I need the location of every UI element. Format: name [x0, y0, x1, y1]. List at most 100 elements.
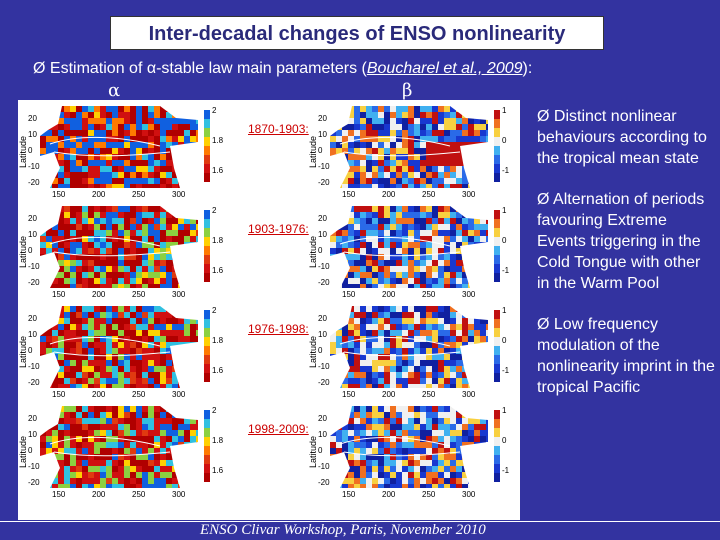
- x-tick-label: 300: [172, 390, 186, 399]
- latitude-axis-label: Latitude: [308, 135, 318, 168]
- alpha-column-header: α: [108, 80, 121, 101]
- subtitle-middle: -stable law main parameters (: [156, 60, 367, 77]
- citation: Boucharel et al., 2009: [366, 60, 523, 77]
- alpha-color-scale: [204, 310, 210, 382]
- y-tick-label: 0: [318, 246, 323, 255]
- bullet-marker: Ø: [537, 191, 550, 208]
- x-tick-label: 300: [462, 490, 476, 499]
- y-tick-label: -10: [28, 262, 40, 271]
- alpha-map-4: [40, 406, 198, 488]
- y-tick-label: 0: [28, 246, 33, 255]
- y-tick-label: 0: [318, 146, 323, 155]
- latitude-axis-label: Latitude: [18, 135, 28, 168]
- y-tick-label: -20: [318, 378, 330, 387]
- bullet-item: Ø Alternation of periods favouring Extre…: [537, 189, 715, 294]
- bullet-text: Low frequency modulation of the nonlinea…: [537, 316, 715, 396]
- x-tick-label: 250: [422, 290, 436, 299]
- alpha-map-1: [40, 106, 198, 188]
- slide-title: Inter-decadal changes of ENSO nonlineari…: [110, 16, 604, 50]
- scale-tick-label: 2: [212, 206, 217, 215]
- beta-color-scale: [494, 410, 500, 482]
- latitude-axis-label: Latitude: [18, 235, 28, 268]
- y-tick-label: 10: [318, 330, 327, 339]
- beta-column-header: β: [402, 80, 413, 101]
- bullet-item: Ø Distinct nonlinear behaviours accordin…: [537, 106, 715, 169]
- scale-tick-label: 0: [502, 236, 507, 245]
- scale-tick-label: 1.6: [212, 266, 224, 275]
- y-tick-label: -10: [28, 362, 40, 371]
- y-tick-label: 20: [318, 114, 327, 123]
- scale-tick-label: 0: [502, 336, 507, 345]
- y-tick-label: 10: [318, 230, 327, 239]
- period-label: 1903-1976:: [248, 222, 309, 236]
- y-tick-label: -10: [28, 162, 40, 171]
- scale-tick-label: 1: [502, 406, 507, 415]
- x-tick-label: 150: [342, 490, 356, 499]
- y-tick-label: 0: [28, 346, 33, 355]
- y-tick-label: -20: [318, 478, 330, 487]
- bullet-text: Distinct nonlinear behaviours according …: [537, 108, 707, 167]
- scale-tick-label: -1: [502, 466, 510, 475]
- scale-tick-label: 1.8: [212, 436, 224, 445]
- x-tick-label: 250: [422, 190, 436, 199]
- y-tick-label: 0: [318, 446, 323, 455]
- alpha-color-scale: [204, 410, 210, 482]
- y-tick-label: 20: [318, 414, 327, 423]
- y-tick-label: 10: [28, 230, 37, 239]
- scale-tick-label: 1.8: [212, 336, 224, 345]
- x-tick-label: 300: [462, 390, 476, 399]
- x-tick-label: 150: [52, 190, 66, 199]
- x-tick-label: 300: [172, 190, 186, 199]
- scale-tick-label: 1.8: [212, 236, 224, 245]
- y-tick-label: -20: [28, 278, 40, 287]
- subtitle-suffix: ):: [522, 60, 533, 77]
- scale-tick-label: 1.6: [212, 166, 224, 175]
- subtitle-prefix: Estimation of: [49, 60, 147, 77]
- y-tick-label: 0: [28, 146, 33, 155]
- y-tick-label: 20: [318, 314, 327, 323]
- y-tick-label: 10: [28, 330, 37, 339]
- x-tick-label: 300: [462, 190, 476, 199]
- x-tick-label: 200: [382, 190, 396, 199]
- x-tick-label: 200: [92, 490, 106, 499]
- x-tick-label: 200: [382, 490, 396, 499]
- x-tick-label: 200: [382, 390, 396, 399]
- x-tick-label: 300: [462, 290, 476, 299]
- x-tick-label: 150: [342, 390, 356, 399]
- x-tick-label: 300: [172, 290, 186, 299]
- y-tick-label: 10: [318, 130, 327, 139]
- y-tick-label: 10: [318, 430, 327, 439]
- bullet-list: Ø Distinct nonlinear behaviours accordin…: [537, 106, 715, 418]
- x-tick-label: 300: [172, 490, 186, 499]
- y-tick-label: -10: [318, 362, 330, 371]
- y-tick-label: 0: [28, 446, 33, 455]
- latitude-axis-label: Latitude: [308, 335, 318, 368]
- period-label: 1998-2009:: [248, 422, 309, 436]
- x-tick-label: 250: [132, 190, 146, 199]
- period-label: 1870-1903:: [248, 122, 309, 136]
- maps-panel: 1870-1903: 2 1.8 1.6 Latitude 20 10 0 -10 -20 150 2…: [18, 100, 520, 520]
- latitude-axis-label: Latitude: [308, 235, 318, 268]
- latitude-axis-label: Latitude: [308, 435, 318, 468]
- bullet-marker: Ø: [537, 108, 550, 125]
- y-tick-label: -20: [28, 178, 40, 187]
- y-tick-label: 20: [28, 114, 37, 123]
- alpha-color-scale: [204, 110, 210, 182]
- x-tick-label: 200: [382, 290, 396, 299]
- x-tick-label: 150: [52, 490, 66, 499]
- y-tick-label: 10: [28, 130, 37, 139]
- y-tick-label: 20: [28, 314, 37, 323]
- beta-color-scale: [494, 210, 500, 282]
- y-tick-label: 0: [318, 346, 323, 355]
- y-tick-label: -10: [318, 262, 330, 271]
- x-tick-label: 150: [342, 290, 356, 299]
- bullet-marker: Ø: [33, 60, 46, 77]
- bullet-text: Alternation of periods favouring Extreme…: [537, 191, 705, 292]
- scale-tick-label: -1: [502, 366, 510, 375]
- x-tick-label: 250: [422, 490, 436, 499]
- y-tick-label: 20: [28, 214, 37, 223]
- scale-tick-label: -1: [502, 266, 510, 275]
- beta-map-4: [330, 406, 488, 488]
- footer-divider: [0, 521, 720, 522]
- latitude-axis-label: Latitude: [18, 435, 28, 468]
